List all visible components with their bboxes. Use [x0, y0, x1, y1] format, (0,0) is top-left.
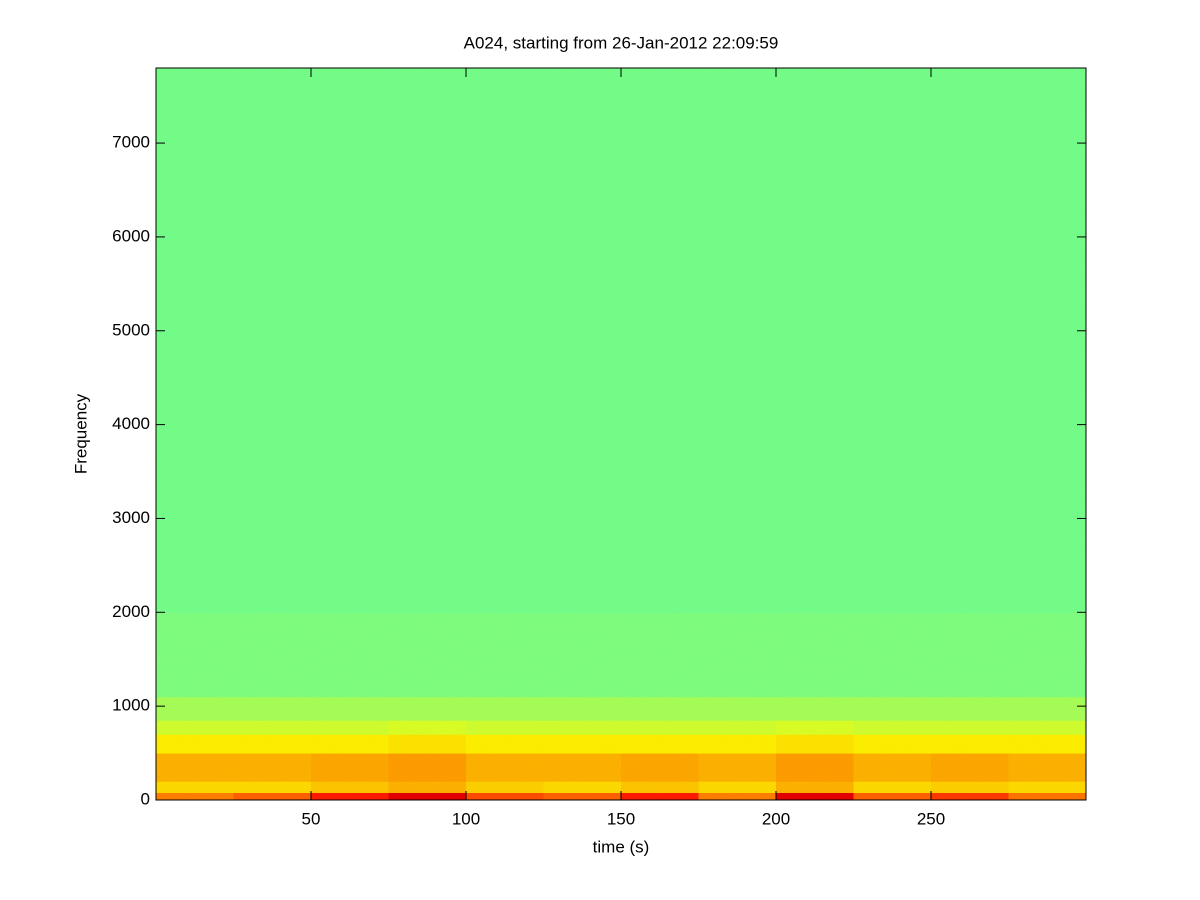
noise-texture: [156, 68, 1086, 800]
x-tick-label: 100: [452, 809, 480, 828]
y-tick-label: 7000: [112, 133, 150, 152]
x-tick-label: 50: [302, 809, 321, 828]
y-tick-label: 1000: [112, 696, 150, 715]
y-axis-label: Frequency: [71, 393, 90, 474]
y-tick-label: 0: [141, 789, 150, 808]
y-tick-label: 6000: [112, 226, 150, 245]
y-tick-label: 2000: [112, 602, 150, 621]
x-tick-label: 150: [607, 809, 635, 828]
x-tick-label: 200: [762, 809, 790, 828]
x-axis-label: time (s): [593, 837, 650, 856]
y-tick-label: 4000: [112, 414, 150, 433]
axes: 50 100 150 200 250 0 1000 2000 3000 4000 5000 6000 7…: [112, 68, 1086, 828]
x-tick-label: 250: [917, 809, 945, 828]
y-tick-label: 3000: [112, 508, 150, 527]
y-tick-label: 5000: [112, 320, 150, 339]
chart-title: A024, starting from 26-Jan-2012 22:09:59: [464, 33, 779, 52]
